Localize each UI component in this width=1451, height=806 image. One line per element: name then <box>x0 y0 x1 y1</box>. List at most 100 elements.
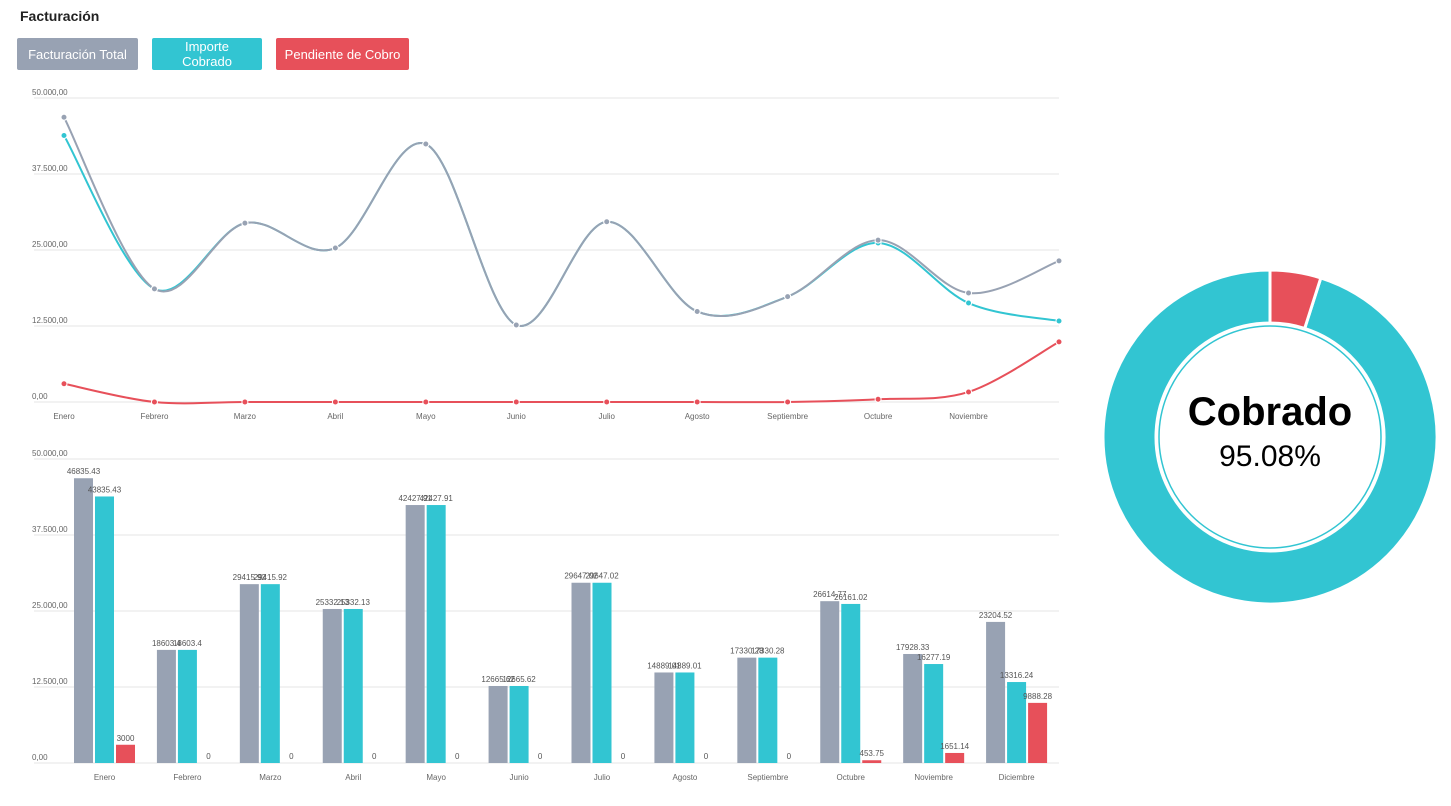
total-series-bar[interactable] <box>239 584 259 763</box>
total-series-bar[interactable] <box>571 582 591 763</box>
x-tick-label: Marzo <box>259 773 282 782</box>
donut-percent: 95.08% <box>1219 440 1321 473</box>
pendiente-series-bar[interactable] <box>862 760 882 763</box>
donut-inner-ring <box>1158 325 1382 549</box>
bar-value-label: 0 <box>787 752 792 761</box>
pendiente-series-point[interactable] <box>1055 338 1063 346</box>
bar-value-label: 26614.77 <box>813 590 847 599</box>
bar-value-label: 0 <box>538 752 543 761</box>
total-series-bar[interactable] <box>156 649 176 763</box>
total-series-point[interactable] <box>784 293 792 301</box>
x-tick-label: Abril <box>327 412 343 421</box>
cobrado-series-bar[interactable] <box>924 664 944 763</box>
cobrado-series-point[interactable] <box>1055 317 1063 325</box>
total-series-point[interactable] <box>874 236 882 244</box>
total-series-point[interactable] <box>331 244 339 252</box>
bar-value-label: 16277.19 <box>917 653 951 662</box>
x-tick-label: Julio <box>594 773 611 782</box>
y-tick-label: 12.500,00 <box>32 316 68 325</box>
cobrado-series-bar[interactable] <box>675 672 695 763</box>
cobrado-series-bar[interactable] <box>343 608 363 763</box>
cobrado-series-bar[interactable] <box>95 496 114 763</box>
donut-slice-cobrado[interactable] <box>1101 268 1439 606</box>
cobrado-series-bar[interactable] <box>426 505 446 763</box>
facturacion-total-button[interactable]: Facturación Total <box>17 38 138 70</box>
x-tick-label: Mayo <box>426 773 446 782</box>
total-series-bar[interactable] <box>820 601 840 763</box>
y-tick-label: 37.500,00 <box>32 164 68 173</box>
pendiente-series-bar[interactable] <box>945 752 965 763</box>
total-series-point[interactable] <box>512 321 520 329</box>
cobrado-series-bar[interactable] <box>841 603 861 763</box>
total-series-bar[interactable] <box>986 621 1006 763</box>
total-series-point[interactable] <box>150 285 158 293</box>
total-series-point[interactable] <box>603 218 611 226</box>
donut-chart <box>1101 268 1439 606</box>
pendiente-series-point[interactable] <box>150 398 158 406</box>
x-tick-label: Mayo <box>416 412 436 421</box>
pendiente-series-line <box>63 341 1060 405</box>
bar-value-label: 26161.02 <box>834 593 868 602</box>
pendiente-series-point[interactable] <box>874 395 882 403</box>
donut-label: Cobrado <box>1187 390 1353 434</box>
total-series-point[interactable] <box>422 140 430 148</box>
cobrado-series-bar[interactable] <box>177 649 197 763</box>
pendiente-series-point[interactable] <box>422 398 430 406</box>
x-tick-label: Enero <box>53 412 75 421</box>
bar-value-label: 1651.14 <box>940 742 969 751</box>
pendiente-series-point[interactable] <box>512 398 520 406</box>
total-series-bar[interactable] <box>74 478 93 763</box>
pendiente-cobro-button[interactable]: Pendiente de Cobro <box>276 38 409 70</box>
bar-value-label: 18603.4 <box>173 639 202 648</box>
total-series-bar[interactable] <box>737 657 757 763</box>
cobrado-series-bar[interactable] <box>509 685 529 763</box>
bar-value-label: 25332.13 <box>316 598 350 607</box>
x-tick-label: Octubre <box>837 773 866 782</box>
cobrado-series-bar[interactable] <box>592 582 612 763</box>
bar-value-label: 12665.62 <box>502 675 536 684</box>
total-series-point[interactable] <box>693 307 701 315</box>
total-series-point[interactable] <box>241 219 249 227</box>
y-tick-label: 0,00 <box>32 392 48 401</box>
cobrado-series-point[interactable] <box>965 299 973 307</box>
pendiente-series-point[interactable] <box>60 380 68 388</box>
bar-value-label: 0 <box>704 752 709 761</box>
pendiente-series-bar[interactable] <box>1028 702 1048 763</box>
bar-value-label: 42427.91 <box>398 494 432 503</box>
bar-value-label: 13316.24 <box>1000 671 1034 680</box>
pendiente-series-point[interactable] <box>965 388 973 396</box>
total-series-bar[interactable] <box>405 505 425 763</box>
total-series-point[interactable] <box>60 113 68 121</box>
importe-cobrado-button[interactable]: Importe Cobrado <box>152 38 262 70</box>
bar-value-label: 46835.43 <box>67 467 101 476</box>
y-tick-label: 12.500,00 <box>32 677 68 686</box>
donut-slice-pendiente[interactable] <box>1268 268 1323 331</box>
total-series-point[interactable] <box>965 289 973 297</box>
bar-chart: 0,00 12.500,00 25.000,00 37.500,00 50.000,00… <box>32 449 1059 782</box>
total-series-bar[interactable] <box>903 653 923 763</box>
y-tick-label: 25.000,00 <box>32 240 68 249</box>
total-series-point[interactable] <box>1055 257 1063 265</box>
total-series-bar[interactable] <box>488 685 508 763</box>
x-tick-label: Diciembre <box>999 773 1036 782</box>
pendiente-series-point[interactable] <box>331 398 339 406</box>
x-tick-label: Septiembre <box>767 412 808 421</box>
x-tick-label: Julio <box>599 412 616 421</box>
pendiente-series-point[interactable] <box>693 398 701 406</box>
total-series-bar[interactable] <box>322 608 342 763</box>
total-series-bar[interactable] <box>654 672 674 763</box>
cobrado-series-bar[interactable] <box>758 657 778 763</box>
y-tick-label: 50.000,00 <box>32 88 68 97</box>
x-tick-label: Enero <box>94 773 116 782</box>
cobrado-series-bar[interactable] <box>1007 682 1027 763</box>
cobrado-series-bar[interactable] <box>260 584 280 763</box>
pendiente-series-point[interactable] <box>603 398 611 406</box>
x-tick-label: Junio <box>507 412 527 421</box>
cobrado-series-point[interactable] <box>60 131 68 139</box>
pendiente-series-bar[interactable] <box>116 744 135 763</box>
pendiente-series-point[interactable] <box>241 398 249 406</box>
bar-value-label: 17330.28 <box>730 647 764 656</box>
pendiente-series-point[interactable] <box>784 398 792 406</box>
line-chart: 0,00 12.500,00 25.000,00 37.500,00 50.000,00… <box>32 88 1063 421</box>
bar-value-label: 18603.4 <box>152 639 181 648</box>
